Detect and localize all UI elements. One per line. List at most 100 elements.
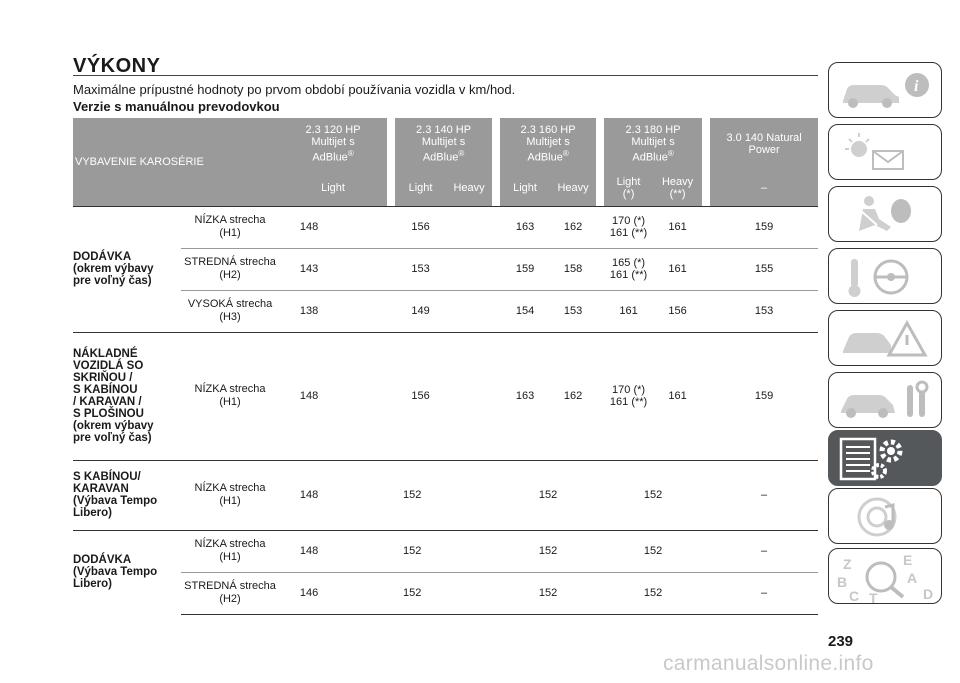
category-cell: S KABÍNOU/KARAVAN (Výbava Tempo Libero) — [73, 459, 181, 530]
roof-cell: NÍZKA strecha (H1) — [181, 529, 280, 572]
header-engine-180: 2.3 180 HP Multijet s AdBlue® — [604, 118, 703, 170]
value-cell: 152 — [395, 529, 493, 572]
value-cell: 153 — [710, 289, 819, 332]
subheader-light: Light — [279, 170, 388, 206]
value-cell: – — [710, 571, 819, 615]
page-subtitle: Maximálne prípustné hodnoty po prvom obd… — [73, 82, 516, 97]
value-cell: 152 — [604, 571, 703, 615]
subheader-heavy: Heavy — [550, 170, 597, 206]
car-hazard-icon — [843, 319, 928, 357]
table-row: VYSOKÁ strecha (H3) 138 149 154 153 161 1… — [73, 289, 819, 332]
value-cell: 152 — [395, 459, 493, 530]
tab-multimedia[interactable] — [828, 488, 942, 544]
page-number: 239 — [828, 633, 854, 650]
roof-cell: STREDNÁ strecha (H2) — [181, 247, 280, 290]
index-letter: A — [907, 570, 917, 586]
watermark: carmanualsonline.info — [663, 652, 874, 675]
value-cell: 146 — [279, 571, 340, 615]
index-letter: D — [923, 586, 933, 602]
category-cell: NÁKLADNÉ VOZIDLÁ SO SKRIŇOU / S KABÍNOU / KA… — [73, 331, 181, 460]
value-cell: 161 — [604, 289, 654, 332]
car-info-icon: i — [843, 73, 929, 108]
index-letter: Z — [843, 556, 852, 572]
technical-data-gear-icon — [839, 437, 903, 481]
value-cell: 152 — [604, 529, 703, 572]
value-cell: – — [710, 459, 819, 530]
car-tools-icon — [841, 380, 929, 418]
tab-starting-driving[interactable] — [828, 248, 942, 304]
header-engine-natural-power: 3.0 140 Natural Power — [710, 118, 819, 170]
roof-cell: NÍZKA strecha (H1) — [181, 459, 280, 530]
value-cell: 158 — [550, 247, 597, 290]
subheader-light: Light — [395, 170, 447, 206]
value-cell: 170 (*) 161 (**) — [604, 331, 654, 460]
value-cell: 161 — [653, 205, 703, 248]
warning-lights-message-icon — [845, 133, 904, 170]
tab-index[interactable]: Z E B A C T D — [828, 548, 942, 605]
tab-technical-data[interactable] — [828, 430, 942, 486]
table-row: DODÁVKA (Výbava Tempo Libero) NÍZKA strech… — [73, 529, 819, 614]
value-cell: 148 — [279, 459, 340, 530]
index-letter: B — [837, 574, 847, 590]
value-cell: 153 — [395, 247, 447, 290]
value-cell: 159 — [710, 205, 819, 248]
value-cell: 161 — [653, 247, 703, 290]
value-cell: 156 — [395, 205, 447, 248]
subheader-light-star: Light (*) — [604, 170, 654, 206]
index-letter: E — [903, 552, 912, 568]
index-letter: C — [849, 588, 859, 604]
subheader-heavy: Heavy — [446, 170, 493, 206]
value-cell: – — [710, 529, 819, 572]
page-title: VÝKONY — [73, 55, 161, 77]
roof-cell: STREDNÁ strecha (H2) — [181, 571, 280, 615]
value-cell: 143 — [279, 247, 340, 290]
value-cell: 152 — [604, 459, 703, 530]
value-cell: 159 — [710, 331, 819, 460]
value-cell: 156 — [653, 289, 703, 332]
value-cell: 152 — [395, 571, 493, 615]
index-letter: T — [869, 590, 878, 605]
value-cell: 148 — [279, 205, 340, 248]
subheader-dash: – — [710, 170, 819, 206]
value-cell: 149 — [395, 289, 447, 332]
value-cell: 165 (*) 161 (**) — [604, 247, 654, 290]
tab-safety[interactable] — [828, 186, 942, 242]
roof-cell: NÍZKA strecha (H1) — [181, 331, 280, 460]
value-cell: 152 — [500, 459, 597, 530]
category-cell: DODÁVKA (Výbava Tempo Libero) — [73, 529, 181, 614]
header-body-equipment: VYBAVENIE KAROSÉRIE — [73, 118, 280, 206]
steering-key-icon — [848, 259, 909, 297]
table-row: DODÁVKA (okrem výbavy pre voľný čas) NÍZKA… — [73, 205, 819, 332]
value-cell: 148 — [279, 331, 340, 460]
roof-cell: VYSOKÁ strecha (H3) — [181, 289, 280, 332]
value-cell: 154 — [500, 289, 551, 332]
value-cell: 152 — [500, 571, 597, 615]
value-cell: 163 — [500, 205, 551, 248]
alphabetical-index-icon: Z E B A C T D — [837, 552, 933, 605]
airbag-seatbelt-icon — [859, 196, 911, 231]
value-cell: 153 — [550, 289, 597, 332]
tab-maintenance[interactable] — [828, 372, 942, 428]
value-cell: 162 — [550, 331, 597, 460]
header-engine-140: 2.3 140 HP Multijet s AdBlue® — [395, 118, 493, 170]
title-divider — [73, 75, 818, 76]
category-cell: DODÁVKA (okrem výbavy pre voľný čas) — [73, 205, 181, 332]
value-cell: 161 — [653, 331, 703, 460]
value-cell: 170 (*) 161 (**) — [604, 205, 654, 248]
value-cell: 156 — [395, 331, 447, 460]
value-cell: 148 — [279, 529, 340, 572]
tab-emergency[interactable] — [828, 310, 942, 366]
subheader-light: Light — [500, 170, 551, 206]
table-row: STREDNÁ strecha (H2) 143 153 159 158 165 … — [73, 247, 819, 290]
header-engine-160: 2.3 160 HP Multijet s AdBlue® — [500, 118, 597, 170]
value-cell: 163 — [500, 331, 551, 460]
multimedia-music-icon — [857, 497, 897, 537]
value-cell: 162 — [550, 205, 597, 248]
subheader-heavy-star: Heavy (**) — [653, 170, 703, 206]
table-row: S KABÍNOU/KARAVAN (Výbava Tempo Libero) NÍ… — [73, 459, 819, 530]
performance-table: VYBAVENIE KAROSÉRIE 2.3 120 HP Multijet s… — [73, 118, 819, 615]
value-cell: 138 — [279, 289, 340, 332]
tab-car-info[interactable]: i — [828, 62, 942, 118]
table-row: NÁKLADNÉ VOZIDLÁ SO SKRIŇOU / S KABÍNOU / KA… — [73, 331, 819, 460]
tab-warning-lights[interactable] — [828, 124, 942, 180]
